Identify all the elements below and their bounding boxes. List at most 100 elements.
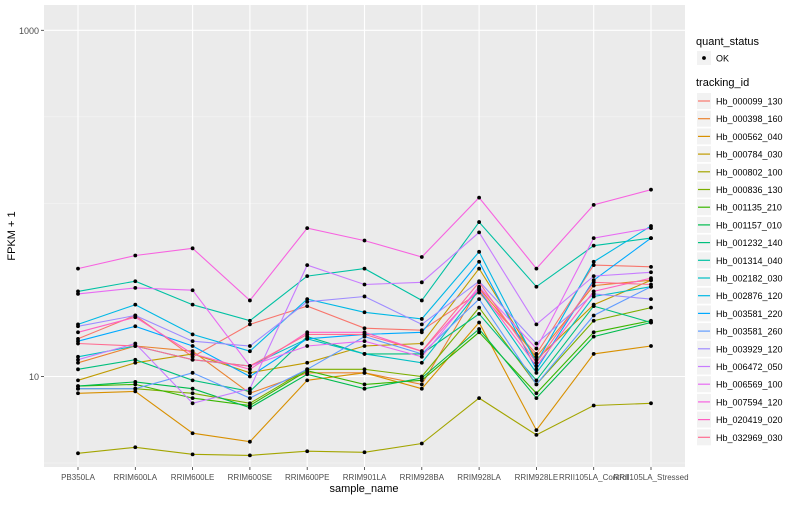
data-point <box>591 334 596 339</box>
data-point <box>362 282 367 287</box>
data-point <box>76 266 80 271</box>
data-point <box>133 445 138 450</box>
data-point <box>76 357 80 362</box>
data-point <box>133 315 138 320</box>
legend-label: Hb_001135_210 <box>716 203 782 213</box>
x-tick-label: RRIM600SE <box>228 473 272 482</box>
legend-label: Hb_001157_010 <box>716 220 782 230</box>
x-tick-label: RRIM928LE <box>515 473 559 482</box>
data-point <box>248 374 252 379</box>
data-point <box>362 339 367 344</box>
data-point <box>477 327 481 331</box>
data-point <box>305 344 310 348</box>
data-point <box>419 298 424 303</box>
data-point <box>190 354 195 359</box>
data-point <box>190 357 195 362</box>
data-point <box>362 332 367 337</box>
data-point <box>534 428 539 433</box>
data-point <box>362 294 367 299</box>
y-axis-title: FPKM + 1 <box>6 211 18 260</box>
data-point <box>534 360 539 365</box>
data-point <box>305 226 310 230</box>
y-tick-label: 1000 <box>19 26 39 36</box>
data-point <box>76 360 80 365</box>
x-tick-label: RRII105LA_Stressed <box>613 473 688 482</box>
legend-label: Hb_002876_120 <box>716 291 783 301</box>
data-point <box>362 382 367 387</box>
data-point <box>133 380 138 384</box>
data-point <box>534 370 539 375</box>
data-point <box>133 386 138 391</box>
data-point <box>248 349 252 354</box>
data-point <box>305 263 310 268</box>
data-point <box>133 302 138 307</box>
data-point <box>305 378 310 383</box>
data-point <box>305 336 310 341</box>
data-point <box>477 220 481 224</box>
data-point <box>477 311 481 316</box>
data-point <box>534 391 539 396</box>
data-point <box>190 246 195 251</box>
data-point <box>477 297 481 301</box>
data-point <box>419 322 424 327</box>
data-point <box>477 230 481 235</box>
data-point <box>591 313 596 318</box>
legend-label: Hb_000398_160 <box>716 114 783 124</box>
data-point <box>534 322 539 327</box>
data-point <box>419 255 424 259</box>
data-point <box>305 449 310 454</box>
data-point <box>477 396 481 401</box>
data-point <box>76 324 80 329</box>
data-point <box>591 259 596 264</box>
data-point <box>649 226 653 230</box>
data-point <box>534 396 539 401</box>
x-tick-label: RRIM600PE <box>285 473 329 482</box>
data-point <box>305 367 310 372</box>
data-point <box>591 403 596 408</box>
data-point <box>591 274 596 279</box>
x-tick-label: RRIM928BA <box>400 473 445 482</box>
data-point <box>362 352 367 356</box>
data-point <box>534 346 539 351</box>
data-point <box>591 304 596 309</box>
data-point <box>248 386 252 391</box>
data-point <box>190 391 195 396</box>
data-point <box>477 266 481 271</box>
data-point <box>190 349 195 354</box>
data-point <box>305 304 310 309</box>
data-point <box>248 344 252 348</box>
data-point <box>76 384 80 389</box>
legend-label: Hb_007594_120 <box>716 397 783 407</box>
data-point <box>534 357 539 362</box>
data-point <box>248 453 252 458</box>
data-point <box>190 339 195 344</box>
legend-label: OK <box>716 54 729 64</box>
data-point <box>133 360 138 365</box>
data-point <box>649 282 653 287</box>
data-point <box>649 320 653 325</box>
data-point <box>362 310 367 315</box>
data-point <box>649 264 653 269</box>
x-axis-title: sample_name <box>329 483 398 495</box>
data-point <box>591 280 596 285</box>
data-point <box>305 360 310 365</box>
data-point <box>534 432 539 437</box>
data-point <box>362 238 367 243</box>
data-point <box>419 280 424 285</box>
legend: quant_status tracking_id OK Hb_000099_130… <box>696 36 783 446</box>
data-point <box>419 349 424 354</box>
legend-color-title: tracking_id <box>696 77 749 89</box>
data-point <box>76 391 80 396</box>
data-point <box>133 324 138 329</box>
data-point <box>649 276 653 281</box>
x-tick-label: RRIM600LA <box>114 473 158 482</box>
legend-label: Hb_002182_030 <box>716 274 783 284</box>
data-point <box>190 386 195 391</box>
data-point <box>190 352 195 356</box>
data-point <box>477 249 481 254</box>
data-point <box>419 376 424 380</box>
data-point <box>591 243 596 248</box>
data-point <box>591 289 596 294</box>
legend-label: Hb_003929_120 <box>716 344 783 354</box>
